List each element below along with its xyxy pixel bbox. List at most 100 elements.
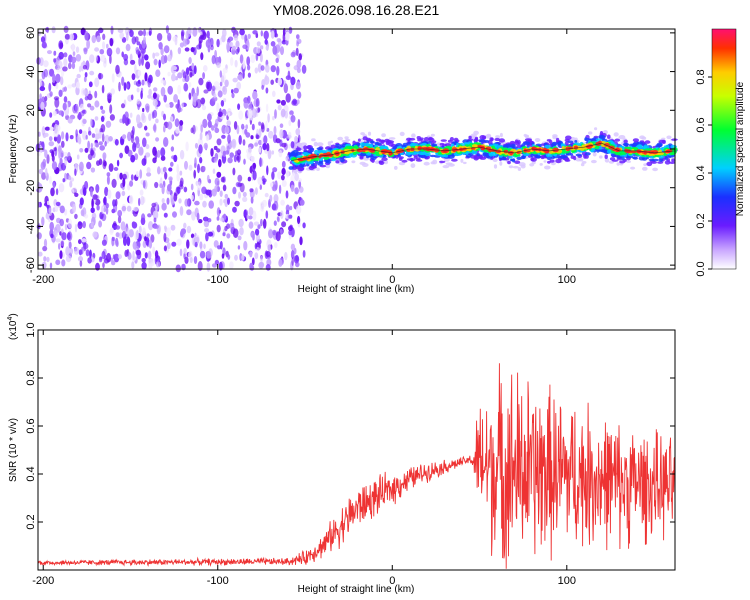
noise-cell — [135, 171, 139, 178]
ridge-cell — [638, 144, 642, 149]
noise-cell — [79, 197, 84, 206]
ridge-cell — [342, 143, 346, 147]
noise-cell — [136, 87, 140, 93]
noise-cell — [76, 73, 81, 79]
ridge-cell — [646, 161, 653, 167]
ridge-cell — [425, 141, 432, 145]
noise-cell — [281, 142, 287, 148]
noise-cell — [256, 46, 261, 54]
noise-cell — [203, 220, 210, 228]
ridge-cell — [394, 165, 398, 170]
ridge-cell — [417, 138, 423, 142]
noise-cell — [154, 52, 160, 57]
noise-cell — [185, 141, 189, 152]
noise-cell — [167, 71, 171, 77]
ridge-cell — [514, 160, 521, 164]
ridge-cell — [370, 140, 374, 144]
noise-cell — [261, 199, 268, 208]
noise-cell — [297, 215, 301, 225]
noise-cell — [195, 98, 202, 109]
noise-cell — [90, 118, 93, 128]
noise-cell — [55, 238, 61, 243]
noise-cell — [216, 216, 220, 221]
noise-cell — [115, 237, 119, 246]
noise-cell — [131, 261, 135, 269]
ridge-cell — [375, 142, 382, 145]
noise-cell — [221, 253, 225, 259]
noise-cell — [184, 74, 190, 83]
ridge-cell — [498, 138, 506, 143]
noise-cell — [141, 158, 147, 166]
noise-cell — [229, 261, 234, 269]
noise-cell — [147, 213, 152, 218]
noise-cell — [139, 43, 142, 50]
noise-cell — [197, 163, 200, 174]
noise-cell — [111, 178, 117, 188]
ridge-cell — [540, 156, 545, 160]
noise-cell — [96, 160, 101, 167]
x-tick-label: -200 — [32, 575, 54, 587]
noise-cell — [82, 187, 87, 196]
ridge-cell — [445, 162, 453, 166]
noise-cell — [184, 256, 189, 264]
ridge-cell — [402, 142, 409, 147]
noise-cell — [184, 47, 190, 52]
noise-cell — [238, 218, 244, 228]
noise-cell — [130, 154, 136, 163]
noise-cell — [87, 103, 92, 108]
noise-cell — [176, 238, 182, 246]
noise-cell — [153, 87, 158, 92]
noise-cell — [248, 207, 254, 216]
ridge-cell — [452, 141, 457, 145]
noise-cell — [173, 94, 179, 103]
noise-cell — [274, 242, 278, 248]
noise-cell — [127, 131, 132, 142]
noise-cell — [246, 56, 251, 66]
noise-cell — [152, 92, 157, 99]
noise-cell — [259, 184, 262, 190]
noise-cell — [171, 134, 175, 141]
ridge-cell — [378, 160, 385, 165]
noise-cell — [236, 81, 242, 90]
noise-cell — [252, 170, 257, 181]
noise-cell — [231, 89, 234, 94]
y-tick-label: 1.0 — [25, 322, 37, 337]
noise-cell — [184, 160, 188, 170]
ridge-cell — [303, 145, 308, 150]
noise-cell — [132, 250, 135, 261]
noise-cell — [264, 192, 269, 198]
ridge-cell — [595, 138, 603, 142]
noise-cell — [227, 134, 231, 144]
noise-cell — [92, 231, 98, 238]
noise-cell — [191, 62, 195, 71]
ridge-cell — [525, 153, 530, 156]
noise-cell — [242, 59, 246, 70]
noise-cell — [199, 241, 203, 249]
noise-cell — [263, 135, 268, 145]
ridge-cell — [442, 165, 450, 169]
noise-cell — [247, 33, 251, 40]
noise-cell — [231, 138, 237, 149]
noise-cell — [58, 51, 64, 60]
noise-cell — [259, 53, 263, 63]
noise-cell — [174, 37, 178, 46]
noise-cell — [277, 171, 282, 180]
noise-cell — [102, 159, 107, 170]
ridge-cell — [652, 167, 658, 172]
ridge-cell — [439, 142, 445, 146]
noise-cell — [206, 262, 211, 272]
noise-cell — [95, 184, 100, 193]
noise-cell — [190, 183, 194, 191]
noise-cell — [278, 149, 283, 158]
noise-cell — [216, 207, 221, 217]
noise-cell — [188, 164, 193, 171]
noise-cell — [43, 132, 49, 137]
noise-cell — [75, 54, 82, 62]
ridge-cell — [545, 152, 551, 158]
noise-cell — [216, 171, 222, 178]
noise-cell — [296, 99, 300, 105]
noise-cell — [78, 112, 82, 121]
noise-cell — [99, 256, 103, 261]
ridge-cell — [598, 149, 606, 152]
noise-cell — [55, 201, 61, 207]
